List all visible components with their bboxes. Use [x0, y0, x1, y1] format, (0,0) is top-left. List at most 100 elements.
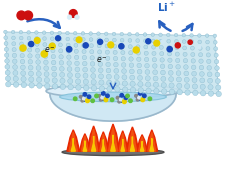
- Circle shape: [34, 38, 40, 43]
- Circle shape: [192, 84, 197, 89]
- Circle shape: [66, 37, 70, 41]
- Circle shape: [5, 76, 11, 81]
- Circle shape: [167, 39, 170, 43]
- Circle shape: [60, 72, 65, 77]
- Circle shape: [161, 76, 166, 81]
- Polygon shape: [81, 136, 89, 151]
- Text: Li$^+$: Li$^+$: [157, 1, 176, 15]
- Circle shape: [114, 74, 119, 80]
- Circle shape: [208, 84, 213, 90]
- Circle shape: [59, 55, 63, 59]
- Circle shape: [176, 71, 181, 76]
- Circle shape: [97, 32, 100, 35]
- Circle shape: [184, 77, 189, 82]
- Circle shape: [105, 50, 109, 54]
- Circle shape: [21, 82, 27, 88]
- Circle shape: [138, 75, 143, 81]
- Circle shape: [143, 94, 146, 98]
- Circle shape: [191, 52, 195, 57]
- Circle shape: [74, 49, 78, 53]
- Circle shape: [154, 88, 159, 94]
- Polygon shape: [109, 127, 118, 151]
- Circle shape: [83, 93, 87, 96]
- Circle shape: [144, 45, 148, 49]
- Circle shape: [121, 50, 125, 55]
- Polygon shape: [98, 132, 109, 151]
- Circle shape: [153, 76, 158, 81]
- Circle shape: [19, 36, 23, 40]
- Circle shape: [90, 50, 94, 54]
- Polygon shape: [117, 131, 128, 151]
- Circle shape: [11, 30, 15, 34]
- Circle shape: [159, 45, 163, 49]
- Circle shape: [136, 98, 139, 101]
- Circle shape: [167, 33, 170, 37]
- Circle shape: [99, 80, 104, 85]
- Circle shape: [67, 67, 72, 71]
- Circle shape: [126, 94, 129, 98]
- Circle shape: [143, 33, 147, 36]
- Circle shape: [82, 98, 85, 100]
- Circle shape: [113, 56, 118, 61]
- Circle shape: [36, 66, 41, 70]
- Circle shape: [197, 34, 201, 37]
- Circle shape: [98, 56, 102, 60]
- Circle shape: [58, 43, 62, 47]
- Circle shape: [60, 78, 65, 83]
- Circle shape: [91, 74, 96, 79]
- Circle shape: [83, 43, 88, 48]
- Circle shape: [144, 51, 148, 55]
- Circle shape: [106, 68, 111, 73]
- Circle shape: [138, 92, 142, 95]
- Circle shape: [99, 74, 104, 79]
- Circle shape: [20, 59, 25, 64]
- Circle shape: [37, 77, 42, 82]
- Circle shape: [128, 33, 131, 36]
- Circle shape: [51, 43, 54, 47]
- Circle shape: [213, 40, 217, 44]
- Circle shape: [152, 45, 155, 49]
- Circle shape: [129, 63, 134, 67]
- Circle shape: [215, 78, 220, 84]
- Circle shape: [130, 81, 135, 86]
- Circle shape: [183, 58, 188, 63]
- Circle shape: [36, 54, 40, 58]
- Circle shape: [44, 77, 49, 83]
- Circle shape: [128, 51, 133, 55]
- Circle shape: [83, 79, 89, 84]
- Circle shape: [207, 66, 212, 70]
- Circle shape: [200, 91, 206, 96]
- Ellipse shape: [62, 149, 164, 156]
- Circle shape: [83, 67, 88, 72]
- Circle shape: [153, 64, 157, 68]
- Circle shape: [151, 39, 155, 43]
- Circle shape: [169, 83, 174, 88]
- Circle shape: [197, 45, 201, 49]
- Polygon shape: [137, 135, 148, 151]
- Circle shape: [67, 15, 72, 20]
- Circle shape: [119, 44, 124, 49]
- Polygon shape: [71, 138, 75, 151]
- Circle shape: [113, 44, 117, 48]
- Circle shape: [28, 71, 34, 76]
- Polygon shape: [46, 89, 180, 121]
- Circle shape: [169, 89, 175, 94]
- Circle shape: [79, 95, 82, 98]
- Circle shape: [44, 72, 49, 77]
- Circle shape: [91, 99, 94, 102]
- Circle shape: [52, 78, 57, 83]
- Circle shape: [37, 83, 42, 88]
- Circle shape: [67, 73, 72, 78]
- Circle shape: [5, 64, 10, 69]
- Circle shape: [175, 40, 178, 43]
- Circle shape: [27, 31, 30, 34]
- Circle shape: [27, 48, 32, 52]
- Circle shape: [207, 72, 212, 77]
- Circle shape: [13, 65, 17, 70]
- Circle shape: [43, 48, 47, 53]
- Circle shape: [35, 31, 38, 34]
- Circle shape: [200, 78, 205, 83]
- Circle shape: [146, 39, 151, 44]
- Circle shape: [213, 34, 217, 38]
- Circle shape: [176, 77, 181, 82]
